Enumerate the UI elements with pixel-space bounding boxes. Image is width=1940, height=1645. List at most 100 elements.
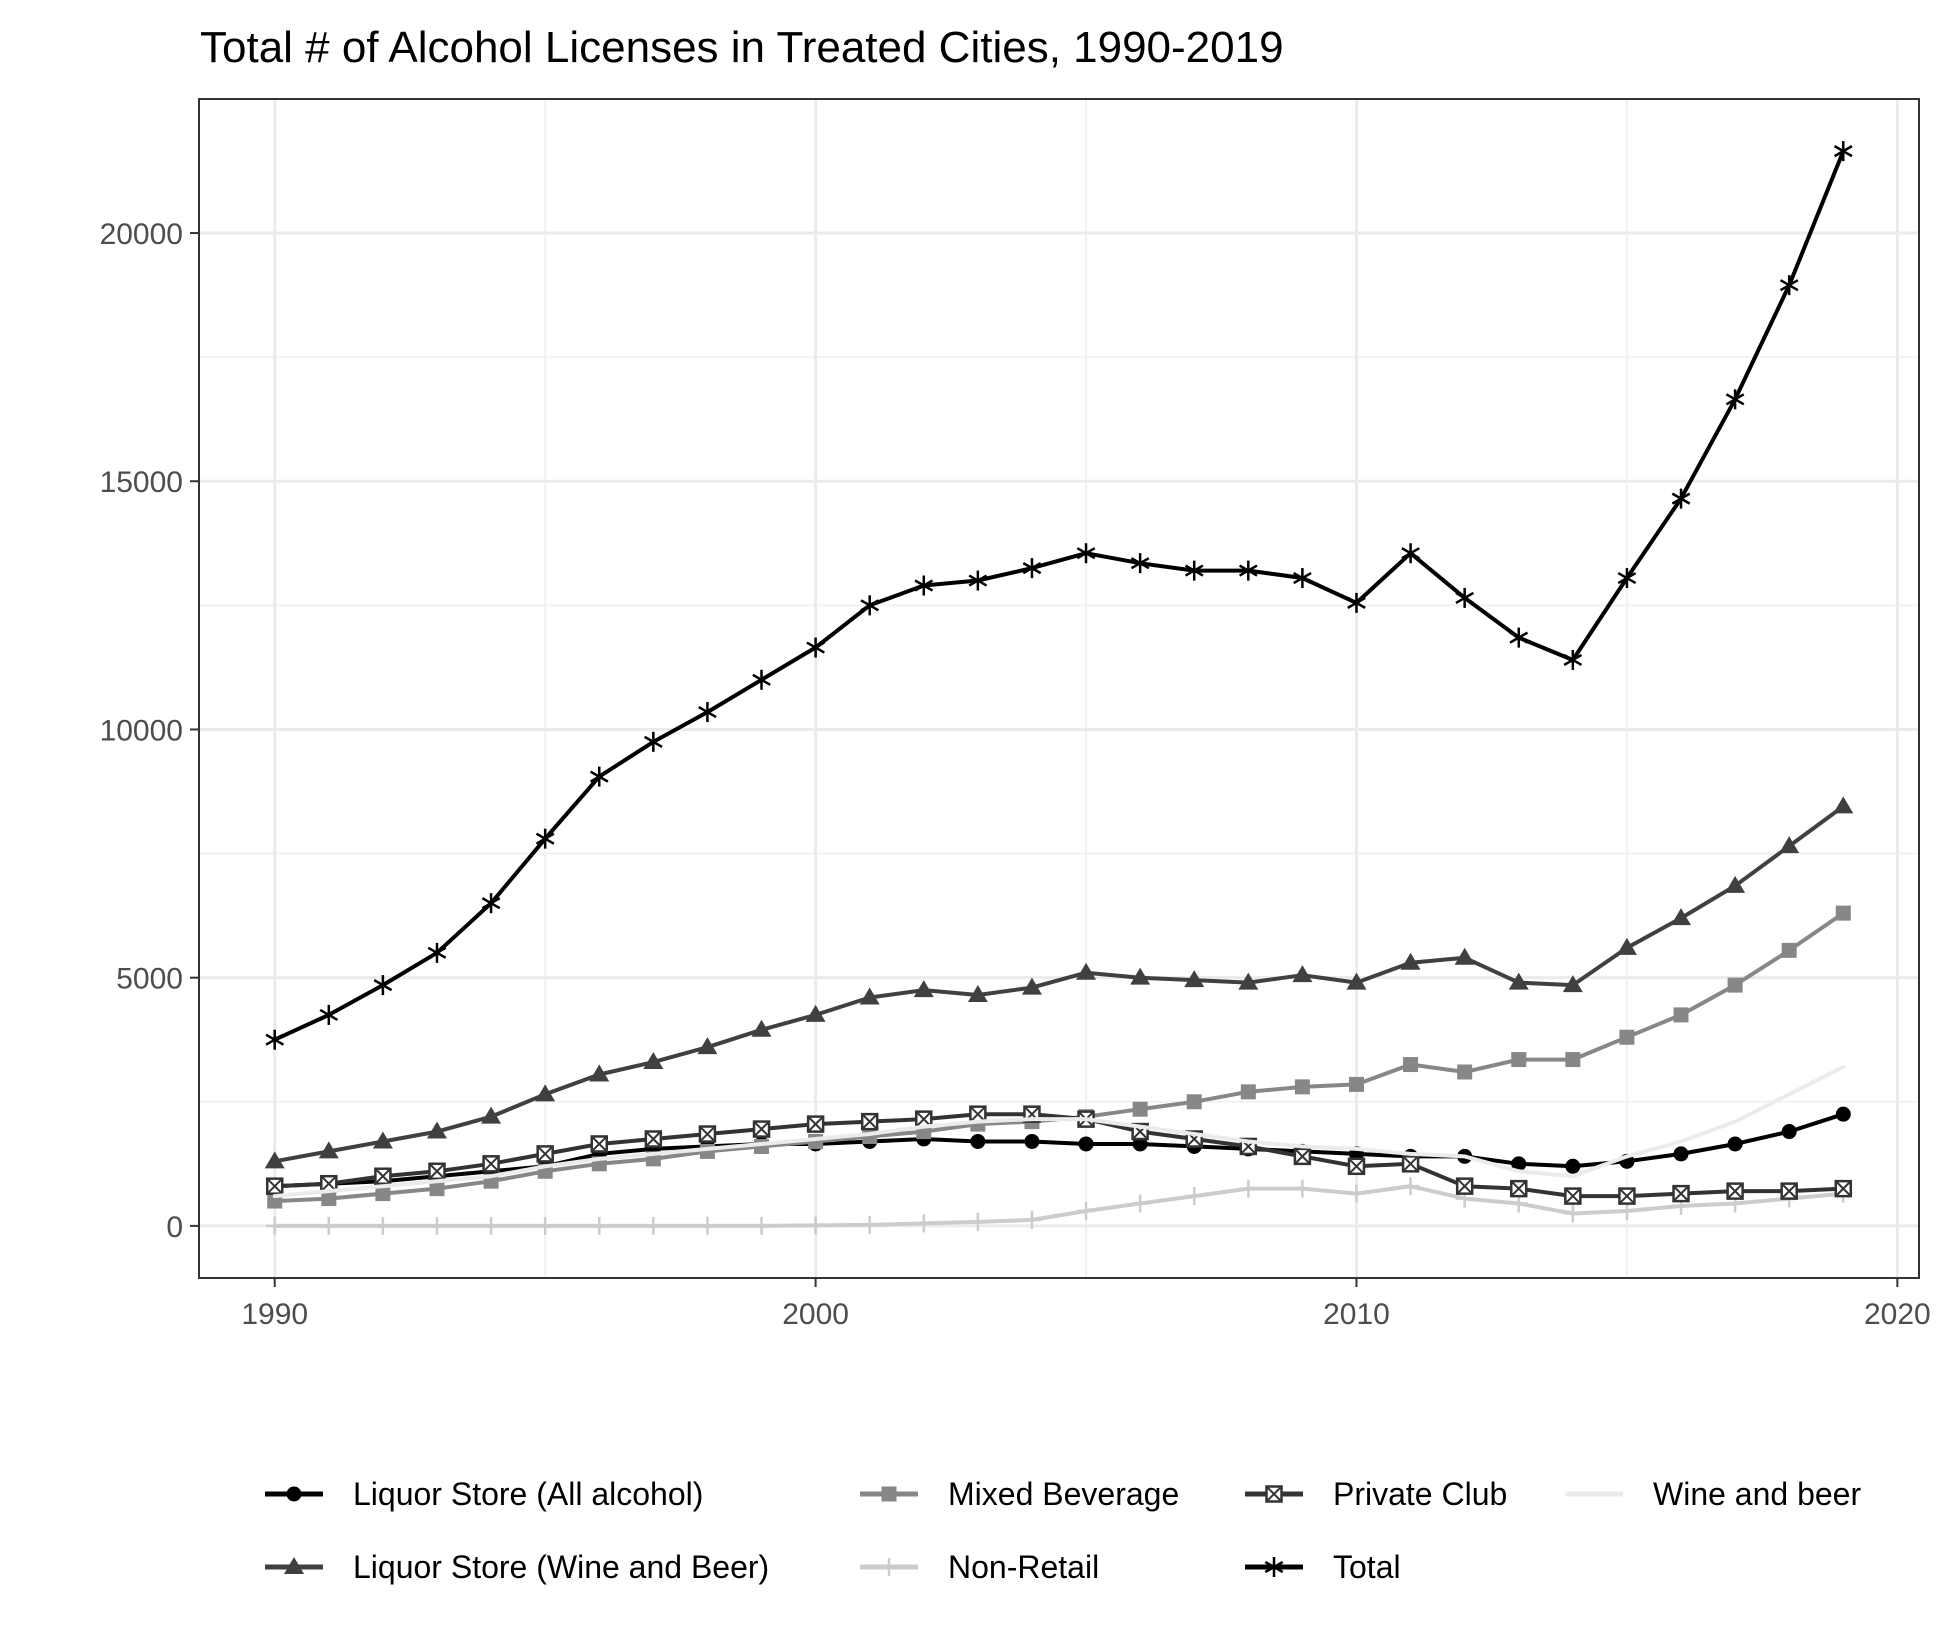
legend-key-marker bbox=[1265, 1485, 1283, 1503]
data-point-liquor-store-wine-and-beer bbox=[1454, 947, 1475, 965]
data-point-non-retail bbox=[644, 1216, 663, 1235]
y-tick-label: 10000 bbox=[100, 714, 183, 747]
data-point-non-retail bbox=[1077, 1201, 1096, 1220]
data-point-liquor-store-wine-and-beer bbox=[1130, 967, 1151, 985]
data-point-private-club bbox=[969, 1105, 987, 1123]
data-point-total-c bbox=[806, 641, 825, 654]
data-point-liquor-store-wine-and-beer bbox=[1292, 965, 1313, 983]
legend-item-liquor-store-wine-and-beer: Liquor Store (Wine and Beer) bbox=[265, 1549, 769, 1585]
data-point-non-retail bbox=[860, 1215, 879, 1234]
data-point-non-retail bbox=[1509, 1194, 1528, 1213]
data-point-private-club-d2 bbox=[1564, 1187, 1582, 1205]
data-point-non-retail bbox=[1347, 1184, 1366, 1203]
x-tick-label: 2010 bbox=[1323, 1298, 1390, 1331]
data-point-liquor-store-wine-and-beer bbox=[589, 1064, 610, 1082]
series-line-total bbox=[272, 149, 1846, 1042]
data-point-private-club bbox=[1509, 1179, 1528, 1198]
data-point-liquor-store-wine-and-beer bbox=[1779, 836, 1800, 854]
data-point-private-club bbox=[1618, 1187, 1636, 1205]
series-non-retail bbox=[265, 1177, 1853, 1235]
data-point-total bbox=[1725, 389, 1745, 410]
data-point-private-club-d2 bbox=[428, 1163, 446, 1180]
data-point-private-club bbox=[752, 1120, 771, 1138]
legend-label: Wine and beer bbox=[1653, 1476, 1861, 1512]
data-point-private-club bbox=[482, 1155, 500, 1173]
data-point-liquor-store-wine-and-beer bbox=[1238, 972, 1259, 990]
series-wine-and-beer bbox=[272, 1065, 1846, 1199]
data-point-total bbox=[1509, 627, 1529, 648]
legend-label: Liquor Store (All alcohol) bbox=[353, 1476, 703, 1512]
data-point-private-club bbox=[1564, 1187, 1582, 1205]
data-point-total-c bbox=[1725, 393, 1745, 406]
data-point-private-club bbox=[1347, 1157, 1366, 1176]
data-point-liquor-store-wine-and-beer bbox=[1400, 952, 1421, 970]
data-point-private-club bbox=[1293, 1147, 1312, 1166]
data-point-total-c bbox=[373, 979, 393, 992]
y-tick-label: 0 bbox=[166, 1211, 183, 1244]
data-point-liquor-store-wine-and-beer bbox=[859, 987, 880, 1005]
data-point-private-club-d2 bbox=[591, 1135, 608, 1153]
data-point-private-club-d2 bbox=[969, 1105, 987, 1123]
data-point-total-c bbox=[860, 599, 880, 612]
data-point-total bbox=[589, 766, 609, 787]
data-point-total-c bbox=[1130, 557, 1150, 570]
data-point-total-c bbox=[535, 832, 555, 845]
series-liquor-store-wine-and-beer bbox=[264, 796, 1854, 1169]
data-point-non-retail bbox=[1293, 1179, 1312, 1198]
data-point-private-club bbox=[915, 1110, 933, 1128]
x-tick-label: 2020 bbox=[1864, 1298, 1931, 1331]
data-point-non-retail bbox=[1617, 1201, 1636, 1220]
data-point-private-club bbox=[1834, 1179, 1853, 1198]
data-point-private-club bbox=[1401, 1155, 1420, 1173]
data-point-total bbox=[1238, 560, 1258, 581]
data-point-private-club-d2 bbox=[1348, 1158, 1365, 1175]
data-point-liquor-store-all-alcohol bbox=[970, 1133, 986, 1149]
data-point-liquor-store-wine-and-beer bbox=[805, 1004, 826, 1022]
data-point-total bbox=[1563, 649, 1583, 670]
data-point-total bbox=[1076, 543, 1096, 564]
data-point-liquor-store-wine-and-beer bbox=[535, 1084, 556, 1102]
data-point-liquor-store-wine-and-beer bbox=[1616, 937, 1637, 955]
legend-item-non-retail: Non-Retail bbox=[860, 1549, 1099, 1585]
legend-key-marker bbox=[1264, 1557, 1284, 1577]
data-point-total-c bbox=[1022, 562, 1042, 575]
data-point-mixed-beverage bbox=[1619, 1029, 1635, 1045]
legend-key-marker bbox=[284, 1557, 304, 1574]
data-point-total-c bbox=[1833, 145, 1853, 158]
data-point-total bbox=[752, 669, 771, 690]
data-point-non-retail bbox=[265, 1216, 284, 1235]
data-point-total bbox=[698, 702, 717, 723]
data-point-private-club bbox=[644, 1130, 663, 1148]
data-point-mixed-beverage bbox=[1186, 1094, 1202, 1110]
data-point-liquor-store-wine-and-beer bbox=[697, 1037, 718, 1055]
data-point-total-c bbox=[1509, 631, 1529, 644]
data-point-non-retail bbox=[698, 1216, 717, 1235]
data-point-total-c bbox=[1779, 279, 1799, 292]
data-point-total-c bbox=[644, 735, 663, 748]
data-point-liquor-store-wine-and-beer bbox=[264, 1151, 285, 1169]
data-point-mixed-beverage bbox=[1565, 1052, 1581, 1068]
data-point-liquor-store-wine-and-beer bbox=[913, 980, 934, 998]
data-point-liquor-store-wine-and-beer bbox=[1833, 796, 1854, 814]
data-point-private-club-d2 bbox=[266, 1177, 283, 1195]
data-point-total bbox=[644, 731, 663, 752]
series-layer bbox=[264, 141, 1854, 1235]
data-point-total bbox=[1455, 587, 1474, 608]
data-point-mixed-beverage bbox=[1132, 1101, 1148, 1117]
data-point-mixed-beverage bbox=[375, 1186, 391, 1202]
data-point-private-club-d2 bbox=[320, 1175, 338, 1192]
data-point-private-club bbox=[1780, 1182, 1798, 1200]
legend-item-private-club: Private Club bbox=[1245, 1476, 1507, 1512]
data-point-mixed-beverage bbox=[1348, 1076, 1364, 1092]
data-point-private-club-d2 bbox=[536, 1145, 554, 1163]
data-point-mixed-beverage bbox=[1294, 1079, 1310, 1095]
data-point-total-c bbox=[1184, 564, 1204, 577]
data-point-total bbox=[265, 1029, 285, 1050]
data-point-mixed-beverage bbox=[699, 1143, 715, 1159]
data-point-private-club-d2 bbox=[482, 1155, 500, 1173]
data-point-total bbox=[481, 893, 501, 914]
y-tick-label: 15000 bbox=[100, 466, 183, 499]
data-point-total bbox=[535, 828, 555, 849]
y-tick-label: 20000 bbox=[100, 218, 183, 251]
